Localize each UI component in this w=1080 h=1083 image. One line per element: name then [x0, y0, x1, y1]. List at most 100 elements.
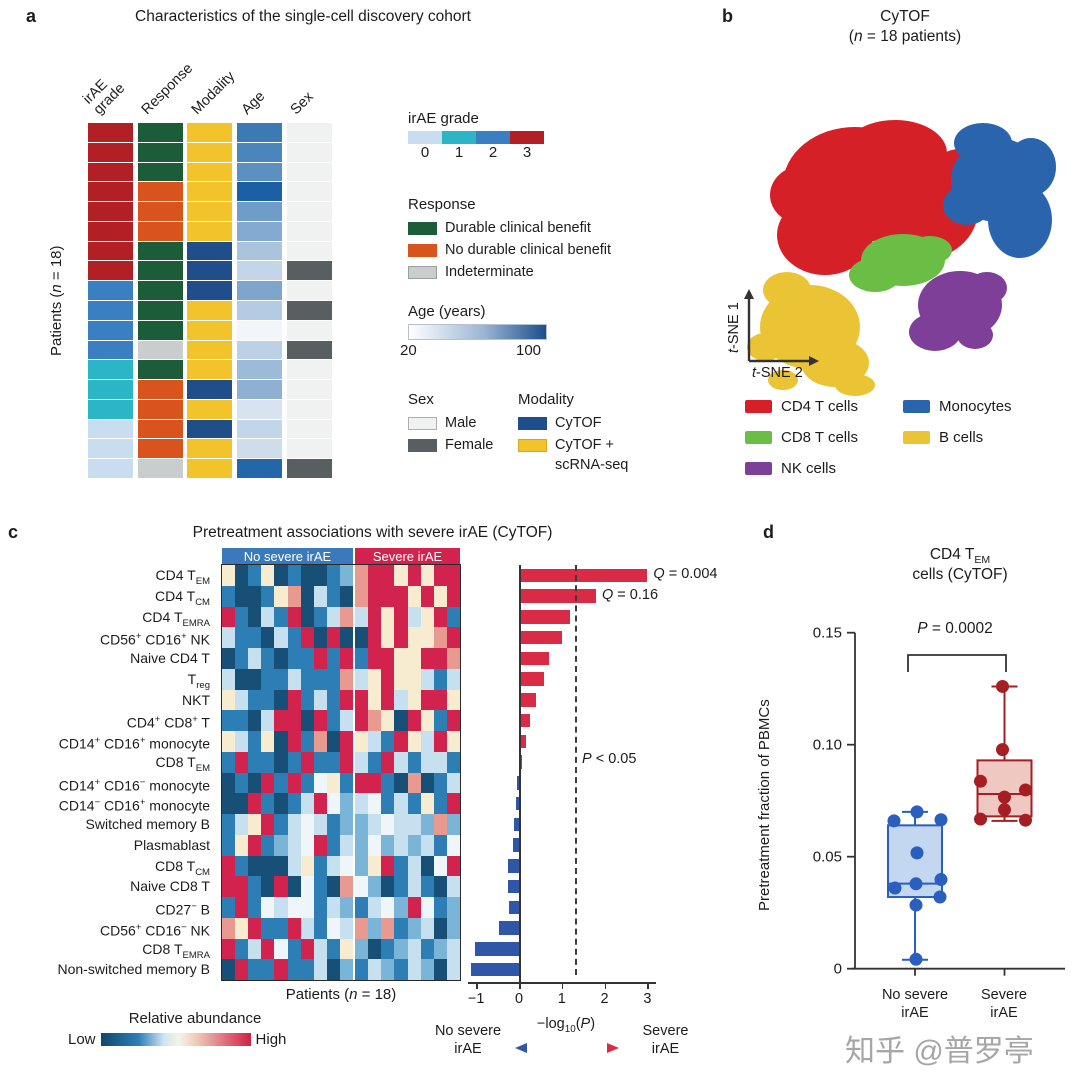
- tsne-legend-col2: Monocytes B cells: [903, 396, 1012, 458]
- heatmap-cell: [340, 876, 354, 897]
- heatmap-cell: [222, 876, 236, 897]
- heatmap-cell: [313, 855, 327, 877]
- nk-label: NK cells: [781, 459, 837, 477]
- heatmap-cell: [368, 814, 382, 835]
- heatmap-cell: [235, 565, 249, 586]
- heatmap-cell: [326, 814, 340, 835]
- legend-item-male: Male: [408, 412, 493, 434]
- log10p-bar: [519, 568, 648, 582]
- heatmap-cell: [433, 855, 447, 877]
- abundance-heatmap: [221, 564, 461, 981]
- heatmap-cell: [138, 340, 183, 360]
- legend-sex: Sex Male Female: [408, 391, 493, 456]
- heatmap-cell: [446, 834, 460, 856]
- heatmap-cell: [313, 772, 327, 794]
- heatmap-cell: [340, 648, 354, 669]
- heatmap-cell: [287, 772, 301, 794]
- heatmap-cell: [261, 834, 275, 856]
- heatmap-cell: [88, 123, 133, 142]
- heatmap-cell: [420, 606, 434, 628]
- heatmap-cell: [420, 731, 434, 752]
- legend-age: Age (years) 20 100: [400, 303, 558, 359]
- heatmap-cell: [187, 182, 232, 202]
- y-tick-label: 0.05: [813, 849, 842, 866]
- heatmap-cell: [222, 959, 236, 980]
- heatmap-cell: [222, 585, 236, 607]
- heatmap-cell: [287, 202, 332, 221]
- heatmap-cell: [326, 959, 340, 980]
- heatmap-cell: [138, 123, 183, 142]
- heatmap-cell: [407, 731, 421, 752]
- tsne-cluster-cd4: [770, 120, 990, 275]
- heatmap-cell: [222, 751, 236, 773]
- heatmap-cell: [340, 917, 354, 939]
- heatmap-cell: [355, 814, 369, 835]
- heatmap-cell: [355, 565, 369, 586]
- heatmap-cell: [313, 938, 327, 960]
- heatmap-cell: [237, 241, 282, 261]
- heatmap-cell: [138, 281, 183, 300]
- heatmap-cell: [300, 627, 314, 648]
- heatmap-cell: [381, 897, 395, 918]
- cd8-t-label: CD8 T cells: [781, 428, 858, 446]
- heatmap-cell: [261, 793, 275, 814]
- heatmap-cell: [407, 710, 421, 731]
- heatmap-cell: [235, 897, 249, 918]
- heatmap-cell: [446, 897, 460, 918]
- heatmap-cell: [368, 897, 382, 918]
- cytof-label: CyTOF: [555, 415, 602, 431]
- heatmap-cell: [274, 959, 288, 980]
- heatmap-cell: [235, 814, 249, 835]
- heatmap-cell: [381, 938, 395, 960]
- heatmap-cell: [261, 585, 275, 607]
- data-point: [910, 805, 924, 819]
- y-tick-label: 0.15: [813, 625, 842, 642]
- heatmap-cell: [394, 834, 408, 856]
- heatmap-cell: [433, 689, 447, 711]
- heatmap-cell: [326, 668, 340, 690]
- heatmap-cell: [368, 751, 382, 773]
- col-header-sex: Sex: [287, 89, 317, 118]
- legend-irae-grade: irAE grade 0 1 2 3: [408, 110, 544, 161]
- heatmap-cell: [313, 876, 327, 897]
- legend-item-cytof-scrna-line2: scRNA-seq: [518, 456, 628, 474]
- irae-tick-3: 3: [522, 144, 532, 161]
- heatmap-cell: [187, 320, 232, 340]
- heatmap-cell: [235, 772, 249, 794]
- x-axis-tick: [561, 982, 564, 989]
- heatmap-cell: [300, 834, 314, 856]
- heatmap-cell: [313, 710, 327, 731]
- heatmap-cell: [187, 380, 232, 399]
- legend-irae-title: irAE grade: [408, 110, 479, 127]
- heatmap-cell: [420, 772, 434, 794]
- heatmap-cell: [274, 855, 288, 877]
- celltype-label: CD8 TCM: [154, 857, 210, 878]
- heatmap-cell: [300, 793, 314, 814]
- data-point: [909, 952, 923, 966]
- heatmap-cell: [88, 241, 133, 261]
- col-header-irae-grade: irAE grade: [80, 76, 129, 118]
- panel-d-title-line1: CD4 TEM: [929, 546, 991, 567]
- heatmap-cell: [274, 751, 288, 773]
- panel-d-title: CD4 TEM cells (CyTOF): [850, 546, 1070, 584]
- heatmap-cell: [138, 301, 183, 320]
- tsne-legend-col1: CD4 T cells CD8 T cells NK cells: [745, 396, 858, 489]
- panel-d-pvalue: P = 0.0002: [917, 620, 993, 637]
- heatmap-cell: [446, 917, 460, 939]
- legend-item-cd8-t-cells: CD8 T cells: [745, 427, 858, 447]
- group-header-severe: Severe irAE: [355, 548, 460, 565]
- legend-item-ndcb: No durable clinical benefit: [408, 239, 611, 261]
- bar-footer-left: No severe irAE: [423, 1022, 513, 1058]
- col-header-response: Response: [138, 60, 197, 118]
- heatmap-cell: [88, 202, 133, 221]
- b-cells-label: B cells: [939, 428, 984, 446]
- heatmap-cell: [355, 772, 369, 794]
- monocytes-swatch: [903, 399, 930, 413]
- heatmap-cell: [407, 876, 421, 897]
- heatmap-cell: [420, 710, 434, 731]
- heatmap-cell: [222, 814, 236, 835]
- heatmap-cell: [407, 897, 421, 918]
- heatmap-cell: [237, 142, 282, 162]
- celltype-label: CD4 TCM: [154, 587, 210, 608]
- heatmap-cell: [433, 959, 447, 980]
